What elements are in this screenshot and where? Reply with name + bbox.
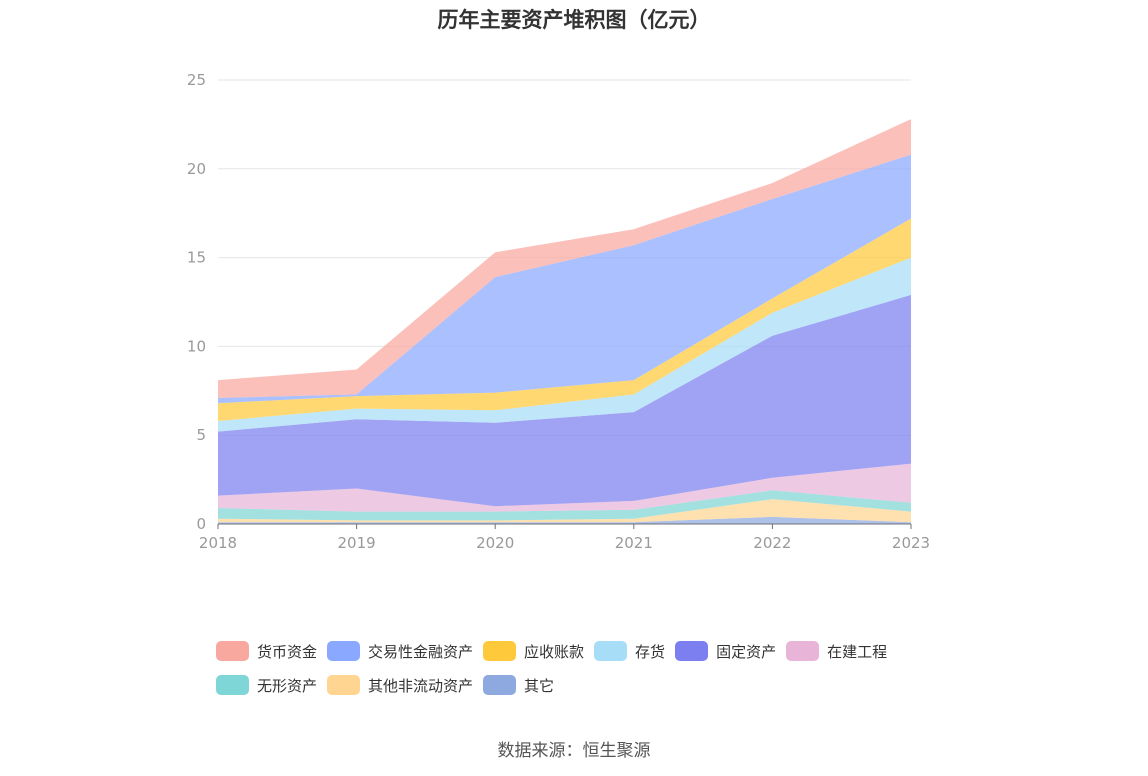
legend-swatch (483, 675, 517, 695)
legend-swatch (594, 641, 628, 661)
y-tick-label-20: 20 (187, 160, 206, 178)
legend-item[interactable]: 其它 (483, 674, 554, 696)
area-series (218, 119, 911, 524)
legend-label: 在建工程 (827, 642, 888, 661)
legend-swatch (483, 641, 517, 661)
axes: 0 5 10 15 20 25 2018 2019 2020 2021 2022 2023 (187, 71, 930, 552)
legend-item[interactable]: 无形资产 (216, 674, 317, 696)
y-tick-label-0: 0 (196, 515, 206, 533)
legend-item[interactable]: 应收账款 (483, 640, 584, 662)
legend-label: 交易性金融资产 (368, 642, 474, 661)
legend-label: 其它 (524, 676, 555, 695)
legend-item[interactable]: 固定资产 (675, 640, 776, 662)
y-tick-label-5: 5 (196, 426, 206, 444)
y-tick-label-25: 25 (187, 71, 206, 89)
area-series-0 (218, 516, 911, 524)
x-tick-label-2020: 2020 (476, 534, 514, 552)
legend-label: 无形资产 (257, 676, 318, 695)
legend-label: 存货 (635, 642, 666, 661)
legend-label: 其他非流动资产 (368, 676, 474, 695)
stacked-area-chart: 0 5 10 15 20 25 2018 2019 2020 2021 2022 2023 (187, 71, 930, 552)
legend: 货币资金 交易性金融资产 应收账款 存货 固定资产 在建工程无形资产 其他非流动资产 其它 (216, 640, 956, 708)
legend-swatch (216, 675, 249, 695)
legend-item[interactable]: 交易性金融资产 (327, 640, 473, 662)
x-tick-label-2018: 2018 (199, 534, 237, 552)
area-series-2 (218, 490, 911, 521)
area-series-1 (218, 499, 911, 523)
x-tick-label-2023: 2023 (892, 534, 930, 552)
legend-item[interactable]: 其他非流动资产 (327, 674, 473, 696)
x-tick-label-2022: 2022 (753, 534, 791, 552)
legend-item[interactable]: 在建工程 (786, 640, 887, 662)
legend-swatch (327, 641, 361, 661)
legend-swatch (675, 641, 709, 661)
y-tick-label-15: 15 (187, 249, 206, 267)
legend-swatch (216, 641, 249, 661)
data-source: 数据来源：恒生聚源 (497, 741, 651, 761)
area-series-3 (218, 463, 911, 512)
legend-swatch (327, 675, 361, 695)
x-tick-label-2019: 2019 (338, 534, 376, 552)
legend-swatch (786, 641, 820, 661)
y-tick-label-10: 10 (187, 337, 206, 355)
legend-label: 货币资金 (257, 642, 318, 661)
legend-item[interactable]: 存货 (594, 640, 665, 662)
x-tick-label-2021: 2021 (615, 534, 653, 552)
area-series-8 (218, 119, 911, 398)
chart-title: 历年主要资产堆积图（亿元） (437, 8, 711, 32)
area-series-7 (218, 154, 911, 404)
legend-label: 应收账款 (524, 642, 585, 661)
area-series-6 (218, 218, 911, 421)
area-series-4 (218, 294, 911, 507)
legend-item[interactable]: 货币资金 (216, 640, 317, 662)
legend-label: 固定资产 (716, 642, 777, 661)
